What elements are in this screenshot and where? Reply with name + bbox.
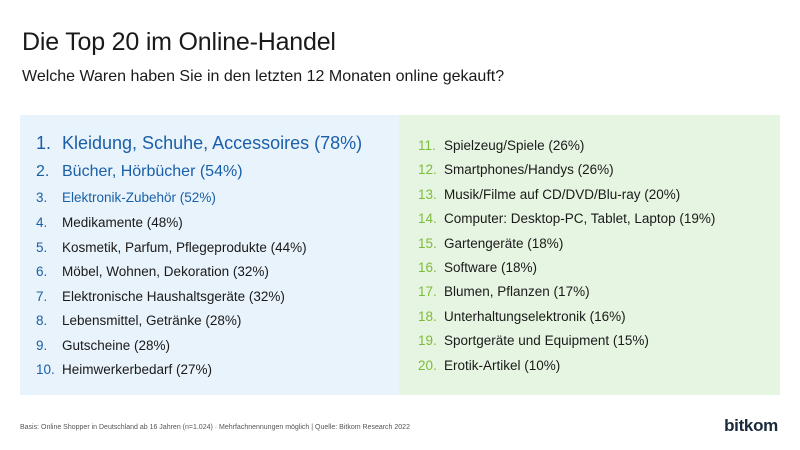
item-label: Musik/Filme auf CD/DVD/Blu-ray (20%) <box>444 186 681 202</box>
rank-number: 14. <box>418 211 437 227</box>
list-item: 1. Kleidung, Schuhe, Accessoires (78%) <box>36 128 396 158</box>
item-label: Gartengeräte (18%) <box>444 235 564 251</box>
rank-number: 11. <box>418 138 436 153</box>
item-label: Möbel, Wohnen, Dekoration (32%) <box>62 264 269 279</box>
item-label: Spielzeug/Spiele (26%) <box>444 138 585 153</box>
rank-number: 19. <box>418 333 437 349</box>
rank-number: 13. <box>418 186 437 202</box>
list-item: 20. Erotik-Artikel (10%) <box>418 354 778 378</box>
item-label: Sportgeräte und Equipment (15%) <box>444 333 649 349</box>
item-label: Elektronik-Zubehör (52%) <box>62 190 216 205</box>
rank-number: 8. <box>36 313 48 328</box>
item-label: Bücher, Hörbücher (54%) <box>62 163 243 180</box>
rank-number: 20. <box>418 357 437 373</box>
list-item: 19. Sportgeräte und Equipment (15%) <box>418 329 778 353</box>
rank-number: 12. <box>418 162 437 178</box>
item-label: Medikamente (48%) <box>62 215 183 230</box>
list-item: 3. Elektronik-Zubehör (52%) <box>36 185 396 211</box>
list-item: 17. Blumen, Pflanzen (17%) <box>418 280 778 304</box>
item-label: Software (18%) <box>444 259 538 275</box>
list-item: 15. Gartengeräte (18%) <box>418 232 778 256</box>
item-label: Kleidung, Schuhe, Accessoires (78%) <box>62 133 363 153</box>
rank-number: 4. <box>36 215 48 230</box>
item-label: Computer: Desktop-PC, Tablet, Laptop (19… <box>444 211 716 227</box>
item-label: Heimwerkerbedarf (27%) <box>62 362 213 377</box>
ranking-list-11-20: 11. Spielzeug/Spiele (26%) 12. Smartphones… <box>418 134 778 378</box>
rank-number: 9. <box>36 337 48 353</box>
right-panel-background <box>399 115 780 395</box>
ranking-list-top-10: 1. Kleidung, Schuhe, Accessoires (78%) 2.… <box>36 128 396 383</box>
item-label: Unterhaltungselektronik (16%) <box>444 308 626 324</box>
rank-number: 10. <box>36 362 55 377</box>
item-label: Kosmetik, Parfum, Pflegeprodukte (44%) <box>62 239 307 255</box>
list-item: 13. Musik/Filme auf CD/DVD/Blu-ray (20%) <box>418 183 778 207</box>
bitkom-logo: bitkom <box>724 416 778 435</box>
list-item: 8. Lebensmittel, Getränke (28%) <box>36 309 396 334</box>
list-item: 6. Möbel, Wohnen, Dekoration (32%) <box>36 260 396 285</box>
rank-number: 17. <box>418 284 437 300</box>
item-label: Smartphones/Handys (26%) <box>444 162 614 178</box>
item-label: Gutscheine (28%) <box>62 337 171 353</box>
source-footnote: Basis: Online Shopper in Deutschland ab … <box>20 424 410 431</box>
rank-number: 7. <box>36 288 48 304</box>
rank-number: 5. <box>36 239 48 255</box>
list-item: 18. Unterhaltungselektronik (16%) <box>418 305 778 329</box>
item-label: Elektronische Haushaltsgeräte (32%) <box>62 288 285 304</box>
list-item: 11. Spielzeug/Spiele (26%) <box>418 134 778 158</box>
rank-number: 15. <box>418 235 437 251</box>
rank-number: 16. <box>418 259 437 275</box>
rank-number: 3. <box>36 190 48 205</box>
page-subtitle: Welche Waren haben Sie in den letzten 12… <box>22 68 505 85</box>
list-item: 16. Software (18%) <box>418 256 778 280</box>
rank-number: 6. <box>36 264 48 279</box>
page-title: Die Top 20 im Online-Handel <box>22 28 336 56</box>
rank-number: 18. <box>418 308 437 324</box>
list-item: 12. Smartphones/Handys (26%) <box>418 158 778 182</box>
list-item: 5. Kosmetik, Parfum, Pflegeprodukte (44%) <box>36 236 396 261</box>
item-label: Erotik-Artikel (10%) <box>444 357 561 373</box>
list-item: 9. Gutscheine (28%) <box>36 334 396 359</box>
list-item: 14. Computer: Desktop-PC, Tablet, Laptop … <box>418 207 778 231</box>
item-label: Lebensmittel, Getränke (28%) <box>62 313 242 328</box>
item-label: Blumen, Pflanzen (17%) <box>444 284 590 300</box>
left-panel-background <box>20 115 399 395</box>
rank-number: 2. <box>36 163 50 180</box>
list-item: 10. Heimwerkerbedarf (27%) <box>36 358 396 383</box>
rank-number: 1. <box>36 133 52 153</box>
list-item: 7. Elektronische Haushaltsgeräte (32%) <box>36 285 396 310</box>
list-item: 2. Bücher, Hörbücher (54%) <box>36 158 396 185</box>
list-item: 4. Medikamente (48%) <box>36 211 396 236</box>
